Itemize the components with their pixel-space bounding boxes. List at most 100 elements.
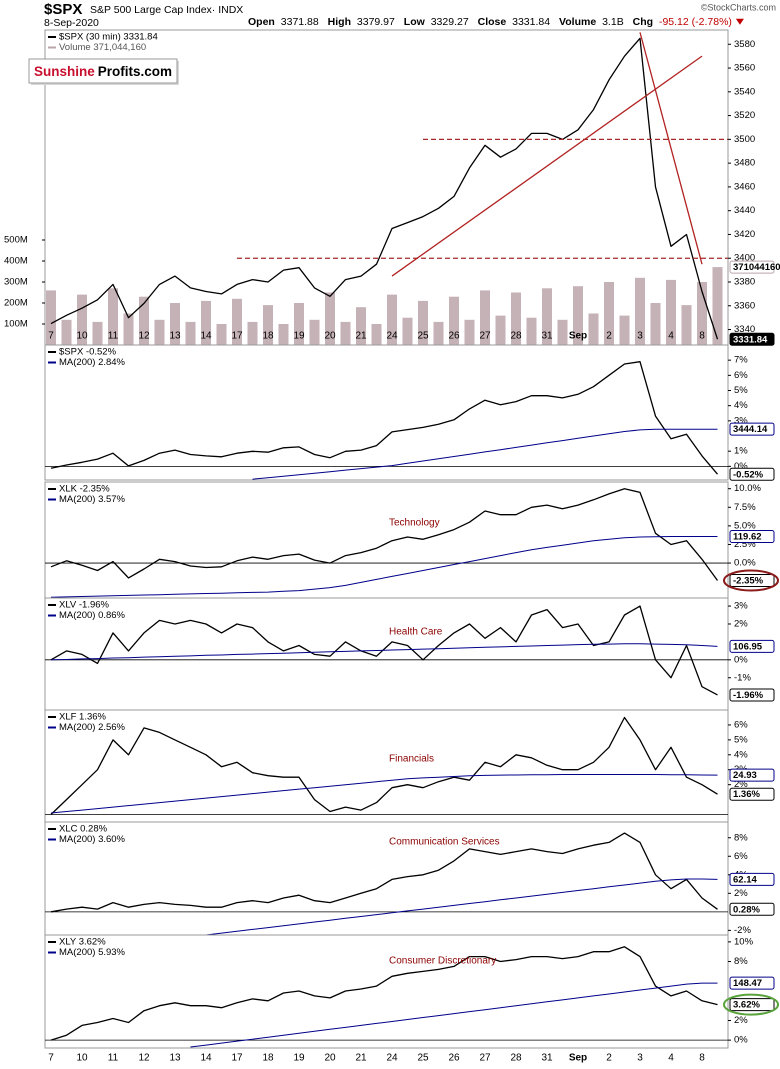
logo: Sunshine Profits.com: [28, 58, 179, 85]
legend-label: XLK -2.35%: [59, 484, 110, 495]
volume-bar: [340, 321, 351, 345]
volume-bar: [92, 321, 103, 345]
y-tick-label: 3500: [734, 134, 755, 145]
x-tick-label: 8: [699, 1053, 705, 1064]
volume-bar: [263, 305, 273, 345]
volume-bar: [278, 324, 289, 345]
ma-line: [205, 878, 718, 936]
volume-bar: [294, 303, 304, 345]
volume-bar: [371, 324, 382, 345]
volume-bar: [712, 267, 723, 345]
x-tick-label: Sep: [569, 1053, 587, 1064]
volume-bar: [309, 319, 320, 345]
y-tick-label: 3540: [734, 86, 755, 97]
y-tick-label: 3380: [734, 277, 755, 288]
y-tick-label: 3%: [734, 415, 748, 426]
volume-bar: [666, 279, 676, 345]
x-tick-label: 17: [231, 331, 243, 342]
x-tick-label: 13: [169, 1053, 181, 1064]
highlight-ring: [723, 569, 779, 592]
y2-tick-label: 500M: [4, 235, 28, 246]
y-tick-label: 3400: [734, 253, 755, 264]
y2-tick-label: 200M: [4, 298, 28, 309]
trend-line: [639, 32, 703, 265]
volume-bar: [650, 303, 661, 345]
legend-label: MA(200) 0.86%: [59, 610, 126, 621]
volume-bar: [433, 321, 444, 345]
value-box-label: 3444.14: [733, 424, 768, 435]
y-tick-label: 2%: [734, 618, 748, 629]
x-tick-label: 24: [386, 1053, 398, 1064]
volume-bar: [402, 317, 413, 345]
y-tick-label: 2.5%: [734, 539, 756, 550]
x-tick-label: 12: [138, 1053, 150, 1064]
value-box: [729, 530, 775, 544]
volume-bar: [170, 303, 180, 345]
value-box-label: -2.35%: [733, 576, 764, 587]
quote-label: Open: [248, 16, 275, 28]
x-tick-label: 4: [668, 1053, 674, 1064]
change-arrow: [735, 18, 744, 25]
y-tick-label: -2%: [734, 925, 751, 936]
annotation: Health Care: [389, 627, 443, 638]
quote-value: -95.12 (-2.78%): [659, 16, 732, 28]
annotation: Technology: [389, 518, 440, 529]
legend-label: MA(200) 3.57%: [59, 494, 126, 505]
value-box: [729, 768, 775, 782]
panel-frame: [44, 597, 729, 711]
y-tick-label: 3440: [734, 205, 755, 216]
x-tick-label: 28: [510, 1053, 522, 1064]
panel-frame: [44, 344, 729, 481]
volume-bar: [139, 296, 149, 345]
price-line: [50, 37, 719, 340]
panel: 10% 8% 2% 0% XLY 3.62%MA(200) 5.93% 3.62% 148.…: [44, 934, 779, 1064]
x-tick-label: 21: [355, 1053, 367, 1064]
volume-bar: [232, 298, 242, 345]
x-tick-label: 25: [417, 331, 429, 342]
x-tick-label: 7: [48, 331, 54, 342]
volume-bar: [77, 294, 87, 345]
value-box: [729, 639, 775, 653]
value-box: [729, 260, 775, 274]
quote-value: 3329.27: [431, 16, 469, 28]
legend-label: XLF 1.36%: [59, 712, 107, 723]
x-tick-label: 3: [637, 331, 643, 342]
x-tick-label: 12: [138, 331, 150, 342]
x-tick-label: 31: [541, 1053, 553, 1064]
x-tick-label: 25: [417, 1053, 429, 1064]
y-tick-label: 6%: [734, 370, 748, 381]
volume-bar: [635, 277, 645, 345]
y-tick-label: 2%: [734, 888, 748, 899]
logo-left: Sunshine: [34, 64, 95, 79]
quote-label: Chg: [633, 16, 653, 28]
y2-tick-label: 100M: [4, 319, 28, 330]
volume-bar: [480, 290, 490, 345]
annotation: Financials: [389, 754, 434, 765]
y-tick-label: 0%: [734, 1035, 748, 1046]
y-tick-label: 3580: [734, 39, 755, 50]
y-tick-label: 7.5%: [734, 502, 756, 513]
quote-value: 3331.84: [512, 16, 550, 28]
x-tick-label: 10: [76, 1053, 88, 1064]
x-tick-label: 7: [48, 1053, 54, 1064]
volume-bar: [526, 317, 537, 345]
volume-bar: [325, 292, 335, 345]
x-tick-label: 19: [293, 331, 305, 342]
value-box-label: 62.14: [733, 874, 757, 885]
price-line: [50, 946, 718, 1041]
value-box-label: 3331.84: [733, 334, 768, 345]
y-tick-label: 0%: [734, 461, 748, 472]
value-box-label: 3.62%: [733, 1000, 760, 1011]
y-tick-label: 3420: [734, 229, 755, 240]
volume-bar: [201, 300, 211, 345]
value-box: [729, 422, 775, 436]
x-tick-label: 19: [293, 1053, 305, 1064]
x-tick-label: Sep: [569, 331, 587, 342]
x-tick-label: 14: [200, 1053, 212, 1064]
legend-label: MA(200) 5.93%: [59, 947, 126, 958]
volume-bar: [449, 296, 459, 345]
value-box: [729, 787, 775, 801]
